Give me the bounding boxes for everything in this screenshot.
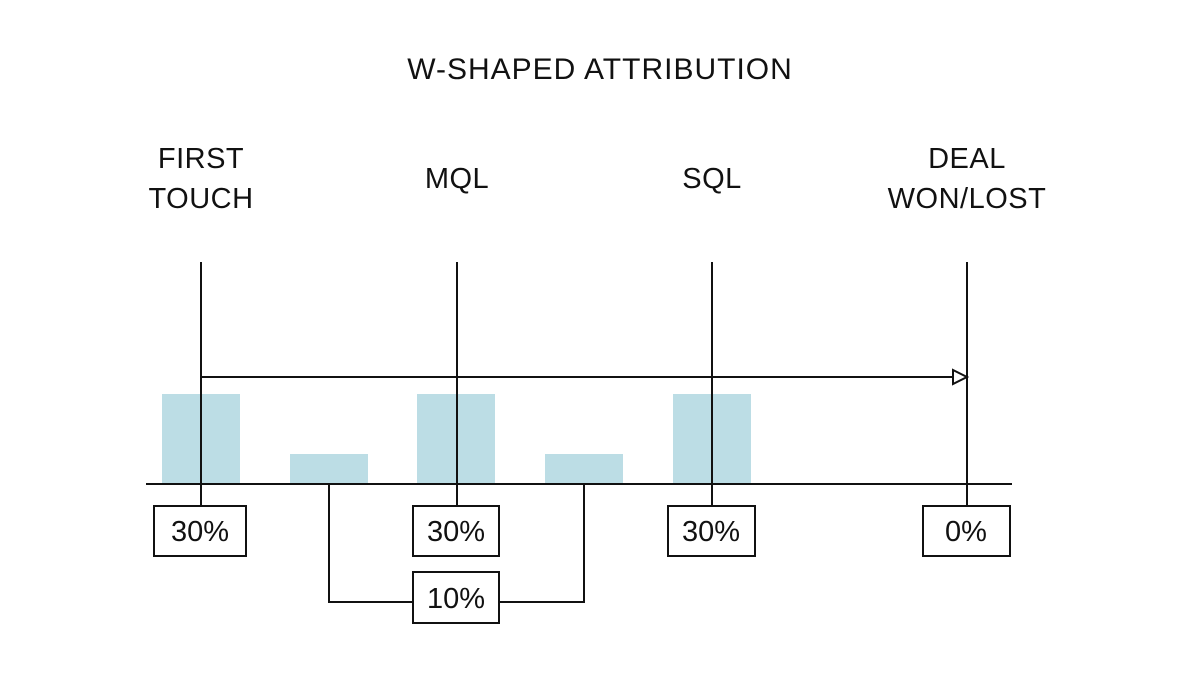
credit-box-between — [412, 571, 500, 624]
credit-label-between: 10% — [427, 583, 485, 615]
stage-label-first-touch-line2: TOUCH — [148, 183, 253, 215]
credit-label-deal: 0% — [945, 516, 987, 548]
stage-label-deal-line1: DEAL — [928, 143, 1006, 175]
credit-label-mql: 30% — [427, 516, 485, 548]
credit-box-sql — [667, 505, 756, 557]
stage-label-first-touch-line1: FIRST — [158, 143, 244, 175]
stage-label-mql: MQL — [425, 163, 489, 195]
stage-label-deal-line2: WON/LOST — [888, 183, 1047, 215]
credit-box-first-touch — [153, 505, 247, 557]
credit-box-deal — [922, 505, 1011, 557]
credit-label-sql: 30% — [682, 516, 740, 548]
credit-bar-between-1 — [290, 454, 368, 484]
stage-label-sql: SQL — [682, 163, 742, 195]
journey-arrowhead-icon — [952, 368, 970, 386]
credit-label-first-touch: 30% — [171, 516, 229, 548]
between-stages-bracket — [328, 484, 585, 603]
credit-box-mql — [412, 505, 500, 557]
credit-bar-between-2 — [545, 454, 623, 484]
diagram-title: W-SHAPED ATTRIBUTION — [407, 53, 793, 86]
